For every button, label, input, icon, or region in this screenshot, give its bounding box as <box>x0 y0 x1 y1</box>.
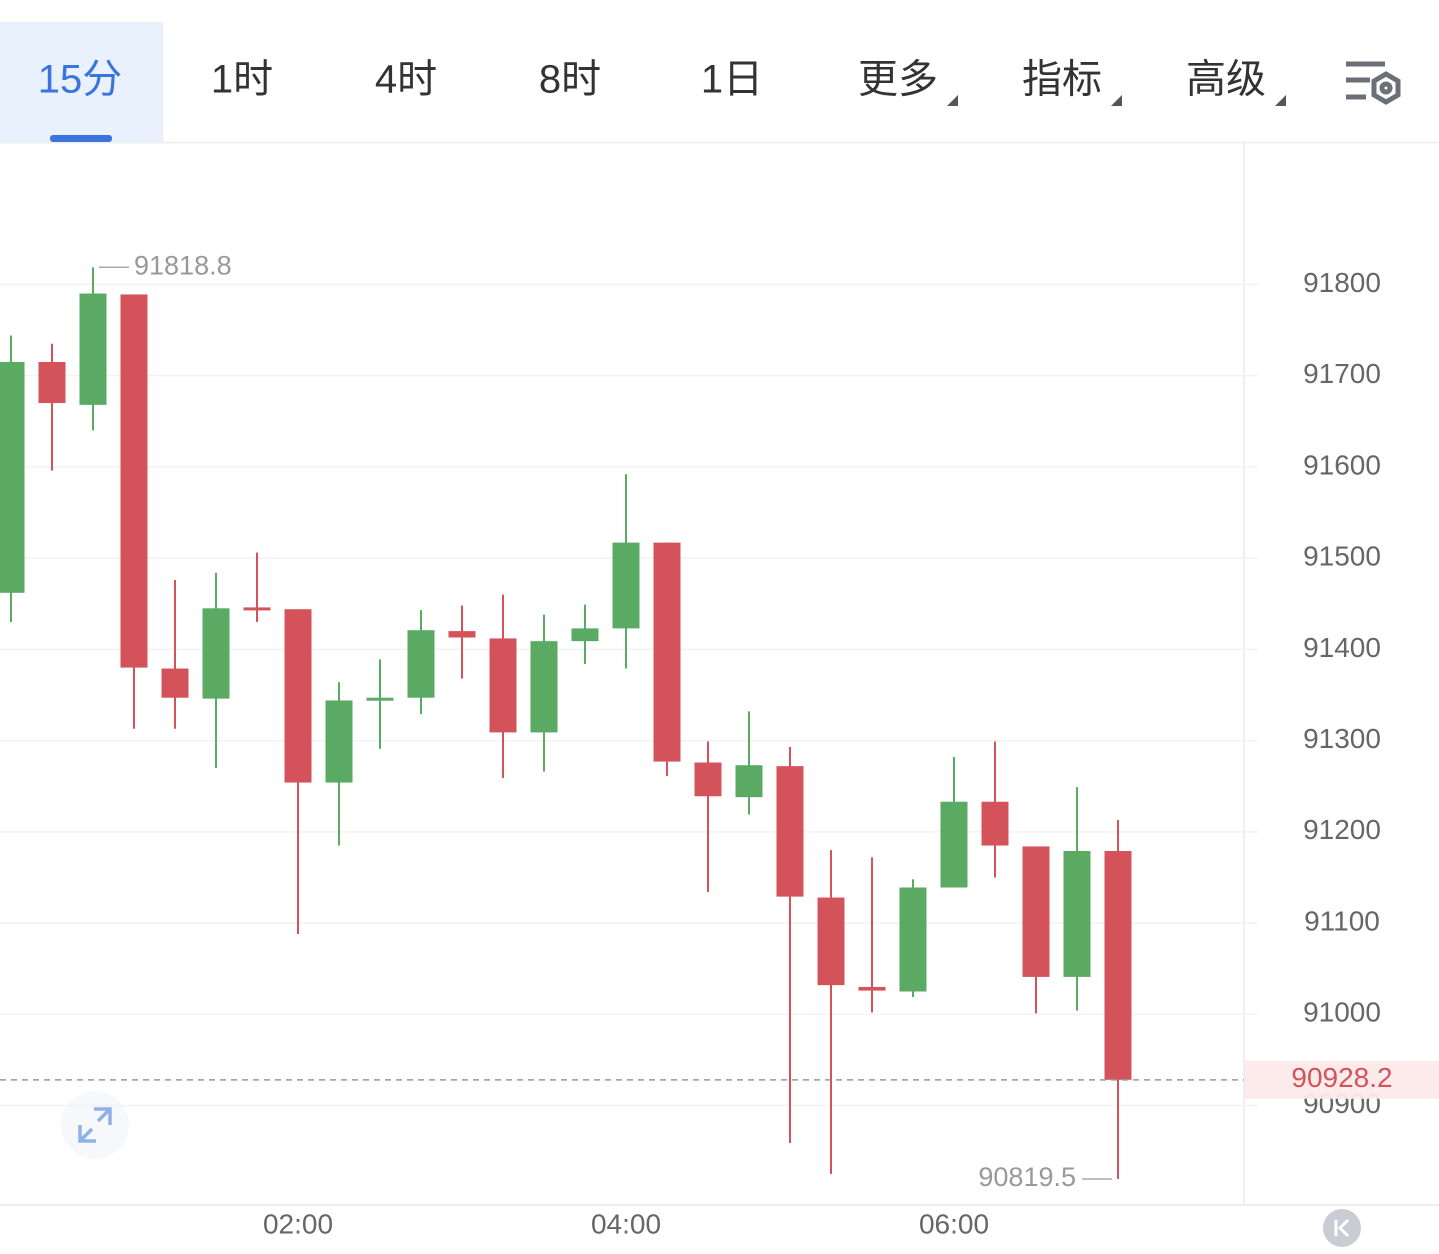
x-tick-label: 06:00 <box>919 1208 989 1239</box>
candle-body <box>899 887 927 992</box>
candle-body <box>0 361 25 593</box>
candle-body <box>161 668 189 698</box>
tab[interactable]: 高级 <box>1186 58 1266 102</box>
dropdown-indicator <box>1111 95 1122 106</box>
candle-body <box>448 631 476 638</box>
expand-button[interactable] <box>61 1091 129 1159</box>
tab[interactable]: 1时 <box>211 58 273 102</box>
x-tick-label: 02:00 <box>263 1208 333 1239</box>
candle-body <box>571 628 599 642</box>
candle-body <box>981 801 1009 846</box>
candle-body <box>202 608 230 699</box>
y-tick-label: 91000 <box>1303 997 1381 1028</box>
candle-body <box>612 542 640 629</box>
candle-body <box>366 697 394 701</box>
y-tick-label: 91700 <box>1303 358 1381 389</box>
candle-body <box>79 293 107 405</box>
candle-body <box>1022 846 1050 977</box>
tab[interactable]: 4时 <box>375 58 437 102</box>
dropdown-indicator <box>947 95 958 106</box>
candle-body <box>38 361 66 404</box>
candle-body <box>120 294 148 668</box>
current-price-bg <box>1245 1060 1439 1099</box>
tab[interactable]: 8时 <box>539 58 601 102</box>
y-tick-label: 91600 <box>1303 449 1381 480</box>
y-tick-label: 91300 <box>1303 723 1381 754</box>
dropdown-indicator <box>1275 95 1286 106</box>
candle-body <box>694 762 722 797</box>
tab[interactable]: 指标 <box>1022 58 1102 102</box>
candle-body <box>1063 851 1091 977</box>
tab[interactable]: 1日 <box>701 58 763 102</box>
candle-body <box>817 897 845 986</box>
candle-body <box>653 542 681 762</box>
current-price-label: 90928.2 <box>1291 1062 1392 1093</box>
candle-body <box>243 607 271 611</box>
candle-body <box>858 986 886 991</box>
candle-body <box>407 630 435 698</box>
settings-icon[interactable] <box>1346 61 1401 105</box>
x-tick-label: 04:00 <box>591 1208 661 1239</box>
tab[interactable]: 15分 <box>38 58 123 102</box>
candle-body <box>284 609 312 783</box>
candle-body <box>325 700 353 783</box>
y-tick-label: 91400 <box>1303 632 1381 663</box>
min-label: 90819.5 <box>978 1162 1076 1192</box>
y-tick-label: 91800 <box>1303 267 1381 298</box>
max-label: 91818.8 <box>134 250 232 280</box>
active-tab-bg <box>0 22 163 142</box>
candle-body <box>530 641 558 733</box>
candle-body <box>735 765 763 798</box>
candle-body <box>489 638 517 733</box>
candle-body <box>940 801 968 888</box>
candle-body <box>1104 851 1132 1080</box>
y-tick-label: 91200 <box>1303 814 1381 845</box>
tab[interactable]: 更多 <box>858 58 938 102</box>
active-tab-underline <box>50 135 112 142</box>
candle-body <box>776 766 804 897</box>
y-tick-label: 91100 <box>1304 905 1380 936</box>
y-tick-label: 91500 <box>1303 541 1381 572</box>
scroll-latest-button[interactable] <box>1323 1209 1361 1247</box>
